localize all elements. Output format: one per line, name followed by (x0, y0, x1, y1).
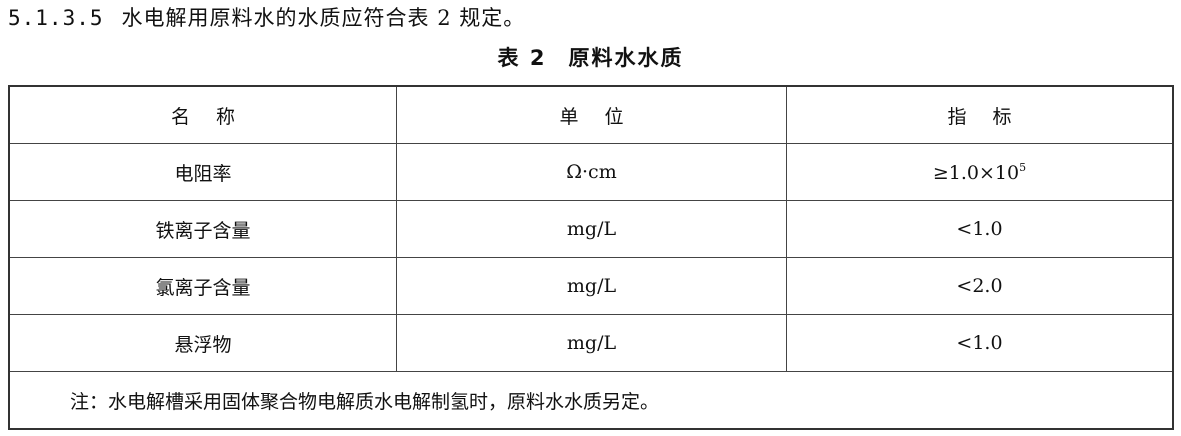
cell-unit: mg/L (396, 200, 787, 258)
cell-value: <1.0 (786, 200, 1174, 258)
cell-name: 悬浮物 (8, 314, 397, 372)
header-unit: 单位 (396, 85, 787, 144)
table-row: 电阻率 Ω·cm ≥1.0×105 (8, 143, 1174, 201)
table-title: 表 2 原料水水质 (0, 42, 1181, 72)
cell-unit: mg/L (396, 257, 787, 315)
table-row: 氯离子含量 mg/L <2.0 (8, 257, 1174, 315)
table-row: 铁离子含量 mg/L <1.0 (8, 200, 1174, 258)
clause-body: 水电解用原料水的水质应符合表 2 规定。 (121, 6, 526, 30)
table-header-row: 名称 单位 指标 (8, 85, 1174, 144)
cell-name: 铁离子含量 (8, 200, 397, 258)
cell-unit: mg/L (396, 314, 787, 372)
cell-unit: Ω·cm (396, 143, 787, 201)
cell-value: <2.0 (786, 257, 1174, 315)
clause-number: 5.1.3.5 (8, 6, 104, 30)
value-text: ≥1.0×10 (932, 161, 1020, 184)
cell-value: <1.0 (786, 314, 1174, 372)
cell-value: ≥1.0×105 (786, 143, 1174, 201)
table-number: 表 2 (497, 46, 547, 70)
table-note: 注：水电解槽采用固体聚合物电解质水电解制氢时，原料水水质另定。 (8, 371, 1174, 430)
cell-name: 氯离子含量 (8, 257, 397, 315)
water-quality-table: 名称 单位 指标 电阻率 Ω·cm ≥1.0×105 铁离子含量 mg/L <1… (8, 85, 1174, 430)
table-note-row: 注：水电解槽采用固体聚合物电解质水电解制氢时，原料水水质另定。 (8, 371, 1174, 430)
table-name: 原料水水质 (568, 46, 684, 70)
value-exponent: 5 (1019, 160, 1027, 174)
header-value: 指标 (786, 85, 1174, 144)
header-name: 名称 (8, 85, 397, 144)
cell-name: 电阻率 (8, 143, 397, 201)
table-row: 悬浮物 mg/L <1.0 (8, 314, 1174, 372)
clause-text: 5.1.3.5 水电解用原料水的水质应符合表 2 规定。 (8, 2, 525, 32)
